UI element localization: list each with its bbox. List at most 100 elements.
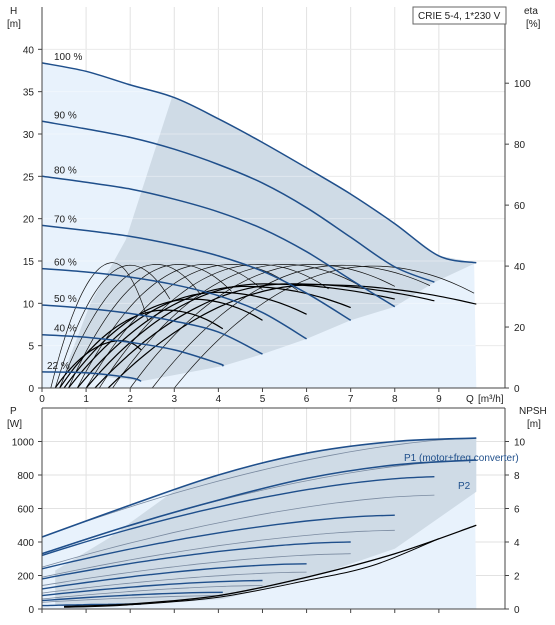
power-y-tick-label: 0 [28, 605, 34, 616]
axis-labels: H [m] eta [%] Q [m³/h] P [W] NPSH [m] CR… [7, 6, 547, 492]
qh-curve-90-percent [41, 120, 435, 283]
qh-curve-80-percent [41, 175, 396, 308]
y-tick-label: 30 [23, 130, 35, 141]
x-axis-label: Q [466, 394, 474, 405]
qh-curve-60-percent [41, 267, 307, 340]
x-tick-label: 7 [348, 394, 354, 405]
y-axis-label: H [10, 6, 17, 17]
curve-label-60: 60 % [54, 258, 77, 269]
y-tick-label: 25 [23, 172, 35, 183]
curve-label-40: 40 % [54, 324, 77, 335]
x-tick-label: 5 [260, 394, 266, 405]
power-speed-curve-4 [41, 494, 435, 568]
npsh-axis-unit: [m] [527, 419, 541, 430]
efficiency-curve-3 [59, 264, 201, 389]
efficiency-curve-5 [76, 264, 263, 389]
power-panel: 0 200 400 600 800 1000 0 2 4 6 8 10 [12, 407, 526, 616]
power-y-tick-label: 800 [17, 471, 34, 482]
y-axis-unit: [m] [7, 19, 21, 30]
power-range [55, 438, 477, 606]
power-speed-curve-8 [41, 553, 351, 586]
y2-axis-unit: [%] [526, 19, 541, 30]
efficiency-curve-9 [129, 264, 395, 389]
power-y-tick-label: 400 [17, 538, 34, 549]
power-speed-curve-5 [41, 514, 395, 570]
efficiency-curve-10 [151, 264, 431, 389]
efficiency-curve-low-7 [94, 283, 435, 389]
title-box [412, 6, 507, 25]
curve-label-100: 100 % [54, 52, 82, 63]
power-axis-label: P [10, 406, 17, 417]
curve-label-90: 90 % [54, 110, 77, 121]
y-tick-label: 0 [28, 384, 34, 395]
efficiency-curve-4 [68, 264, 232, 389]
qh-curve-22-percent [41, 371, 142, 382]
efficiency-curve-2 [54, 264, 171, 389]
x-tick-label: 6 [304, 394, 310, 405]
x-tick-label: 0 [39, 394, 45, 405]
npsh-curve [63, 524, 477, 608]
y2-tick-label: 60 [514, 201, 526, 212]
power-axis-unit: [W] [7, 419, 22, 430]
npsh-y-tick-label: 0 [514, 605, 520, 616]
p1-curve [41, 437, 477, 538]
x-tick-label: 9 [436, 394, 442, 405]
chart-title: CRIE 5-4, 1*230 V [418, 11, 501, 22]
power-speed-curve-3 [41, 476, 435, 557]
curve-label-22: 22 % [47, 361, 70, 372]
x-axis-unit: [m³/h] [478, 394, 504, 405]
efficiency-curve-low-6 [85, 283, 395, 389]
legend-p2: P2 [458, 481, 471, 492]
y-tick-label: 40 [23, 45, 35, 56]
y-tick-label: 15 [23, 257, 35, 268]
y2-tick-label: 0 [514, 384, 520, 395]
power-y-tick-label: 200 [17, 572, 34, 583]
power-speed-curve-10 [41, 571, 307, 594]
npsh-y-tick-label: 6 [514, 505, 520, 516]
x-tick-label: 4 [216, 394, 222, 405]
power-speed-curve-7 [41, 541, 351, 580]
legend-p1: P1 (motor+freq.converter) [404, 453, 519, 464]
power-speed-curve-6 [41, 529, 395, 578]
power-y-tick-label: 600 [17, 505, 34, 516]
qh-curve-50-percent [41, 304, 263, 355]
npsh-axis-label: NPSH [519, 406, 547, 417]
y-tick-label: 35 [23, 88, 35, 99]
curve-label-70: 70 % [54, 214, 77, 225]
x-tick-label: 2 [127, 394, 133, 405]
qh-curve-70-percent [41, 224, 352, 321]
power-speed-curve-12 [41, 585, 263, 600]
y2-axis-label: eta [524, 6, 538, 17]
qh-curve-40-percent [41, 333, 225, 367]
power-speed-curve-13 [41, 591, 223, 602]
p2-curve [41, 459, 477, 555]
npsh-y-tick-label: 4 [514, 538, 520, 549]
y-tick-label: 10 [23, 299, 35, 310]
power-y-tick-label: 1000 [12, 438, 35, 449]
npsh-y-tick-label: 2 [514, 572, 520, 583]
head-panel: 100 %90 %80 %70 %60 %50 %40 %22 %0510152… [23, 7, 531, 405]
y2-tick-label: 40 [514, 262, 526, 273]
y2-tick-label: 80 [514, 140, 526, 151]
x-tick-label: 8 [392, 394, 398, 405]
curve-label-50: 50 % [54, 294, 77, 305]
y-tick-label: 20 [23, 215, 35, 226]
power-speed-curve-9 [41, 563, 307, 590]
power-speed-curve-11 [41, 579, 263, 597]
qh-curve-100-percent [41, 62, 477, 264]
efficiency-curve-6 [85, 264, 299, 389]
npsh-y-tick-label: 8 [514, 471, 520, 482]
npsh-curve-2 [63, 538, 440, 608]
y2-tick-label: 20 [514, 323, 526, 334]
npsh-y-tick-label: 10 [514, 438, 526, 449]
efficiency-curve-8 [112, 264, 365, 389]
efficiency-curve-1 [50, 262, 149, 389]
power-speed-curve-1 [41, 437, 477, 538]
x-tick-label: 3 [172, 394, 178, 405]
efficiency-curve-low-3 [63, 298, 263, 389]
power-speed-curve-14 [41, 595, 223, 603]
x-tick-label: 1 [83, 394, 89, 405]
y2-tick-label: 100 [514, 79, 531, 90]
efficiency-curve-low-4 [68, 291, 307, 389]
